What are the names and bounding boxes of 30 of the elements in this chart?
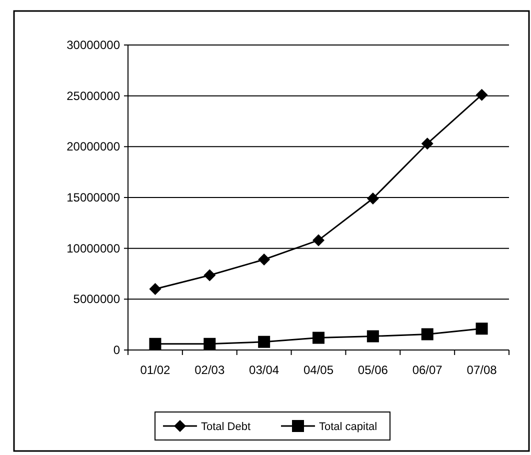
point	[476, 88, 488, 101]
y-tick-label: 25000000	[66, 88, 120, 103]
point	[258, 336, 270, 348]
point	[312, 332, 324, 344]
y-tick-label: 10000000	[66, 241, 120, 256]
y-tick-label: 15000000	[66, 190, 120, 204]
point	[476, 322, 488, 335]
point	[366, 192, 379, 205]
x-tick-label: 02/03	[194, 363, 225, 377]
point	[366, 330, 379, 342]
x-tick-label: 05/06	[358, 363, 388, 377]
point	[204, 338, 216, 350]
point	[421, 138, 434, 150]
y-tick-label: 5000000	[73, 292, 120, 306]
x-tick-label: 06/07	[412, 363, 443, 377]
legend-label: Total capital	[319, 421, 378, 433]
x-tick-label: 01/02	[140, 363, 171, 377]
y-tick-label: 0	[113, 343, 120, 357]
point	[149, 283, 162, 295]
point	[312, 234, 324, 246]
x-tick-label: 03/04	[249, 363, 280, 377]
legend-label: Total Debt	[201, 421, 251, 433]
point	[149, 338, 162, 350]
y-tick-label: 20000000	[66, 140, 120, 154]
x-tick-label: 07/08	[466, 363, 498, 377]
x-tick-label: 04/05	[303, 363, 334, 377]
y-tick-label: 30000000	[66, 38, 120, 52]
point	[204, 269, 216, 282]
point	[258, 254, 270, 266]
point	[421, 328, 434, 340]
